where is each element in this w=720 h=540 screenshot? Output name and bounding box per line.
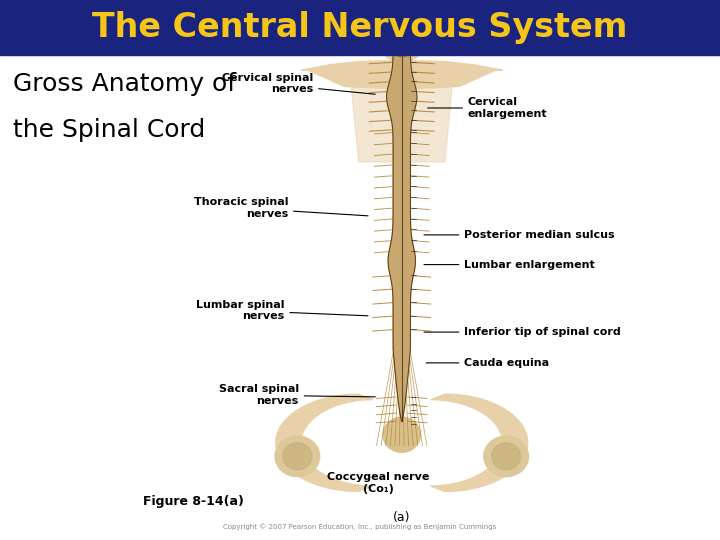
Text: Thoracic spinal
nerves: Thoracic spinal nerves <box>194 197 368 219</box>
Text: Copyright © 2007 Pearson Education, Inc., publishing as Benjamin Cummings: Copyright © 2007 Pearson Education, Inc.… <box>223 524 497 530</box>
Text: Coccygeal nerve
(Co₁): Coccygeal nerve (Co₁) <box>327 472 429 494</box>
Ellipse shape <box>393 40 411 57</box>
Ellipse shape <box>375 12 429 37</box>
Text: Gross Anatomy of: Gross Anatomy of <box>13 72 236 96</box>
Ellipse shape <box>492 443 521 470</box>
Polygon shape <box>386 32 418 59</box>
Text: The Central Nervous System: The Central Nervous System <box>92 11 628 44</box>
Text: the Spinal Cord: the Spinal Cord <box>13 118 205 141</box>
Polygon shape <box>387 57 417 421</box>
Polygon shape <box>301 60 503 89</box>
Text: Cervical
enlargement: Cervical enlargement <box>428 97 548 119</box>
Text: Cervical spinal
nerves: Cervical spinal nerves <box>222 73 375 94</box>
Polygon shape <box>351 86 452 162</box>
Text: Cauda equina: Cauda equina <box>426 358 549 368</box>
Polygon shape <box>431 394 528 491</box>
Text: (a): (a) <box>393 511 410 524</box>
Text: Sacral spinal
nerves: Sacral spinal nerves <box>219 384 375 406</box>
Text: Posterior median sulcus: Posterior median sulcus <box>424 230 615 240</box>
Text: Figure 8-14(a): Figure 8-14(a) <box>143 495 243 508</box>
Ellipse shape <box>383 417 420 453</box>
Text: Lumbar enlargement: Lumbar enlargement <box>424 260 595 269</box>
Text: Lumbar spinal
nerves: Lumbar spinal nerves <box>196 300 368 321</box>
Ellipse shape <box>275 436 320 476</box>
Ellipse shape <box>283 443 312 470</box>
Text: Inferior tip of spinal cord: Inferior tip of spinal cord <box>424 327 621 337</box>
Polygon shape <box>276 394 373 491</box>
Bar <box>0 0 720 55</box>
Ellipse shape <box>484 436 528 476</box>
